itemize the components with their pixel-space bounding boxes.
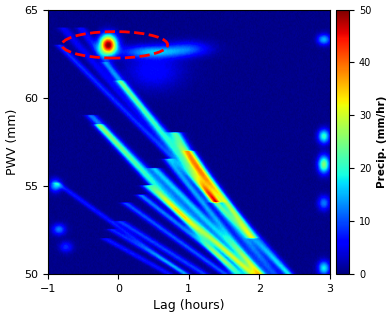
Y-axis label: Precip. (mm/hr): Precip. (mm/hr): [377, 96, 387, 188]
Y-axis label: PWV (mm): PWV (mm): [5, 109, 18, 175]
X-axis label: Lag (hours): Lag (hours): [153, 300, 225, 313]
